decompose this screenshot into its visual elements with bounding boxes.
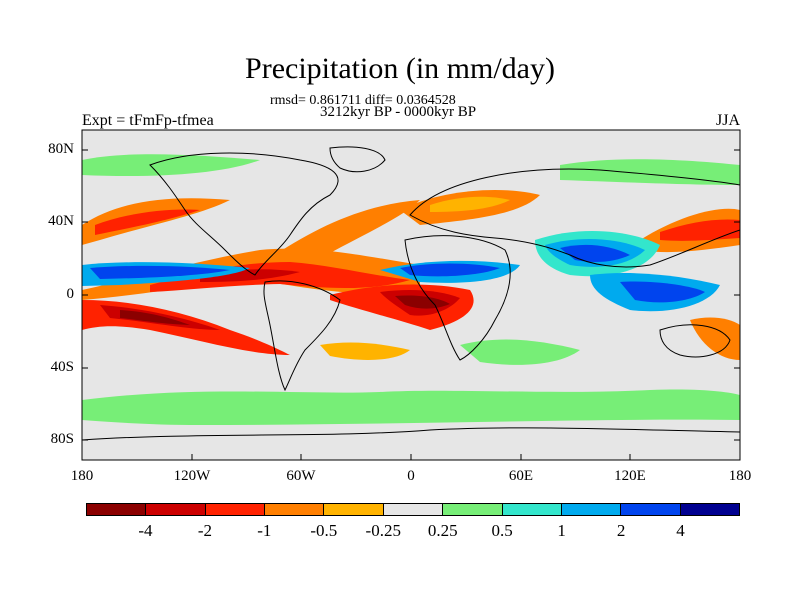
colorbar-swatch-2 <box>205 504 266 515</box>
map-title: Precipitation (in mm/day) <box>245 52 555 85</box>
colorbar-label-5: 0.25 <box>427 521 458 540</box>
colorbar-swatch-10 <box>680 504 739 515</box>
contour-fields <box>82 154 740 425</box>
lat-label-40n: 40N <box>48 213 74 229</box>
experiment-label: Expt = tFmFp-tfmea <box>82 112 214 129</box>
lon-label-0: 0 <box>407 468 415 484</box>
colorbar-label-0: -4 <box>138 521 153 540</box>
lon-label-120w: 120W <box>173 468 211 484</box>
coast-antarctica <box>82 427 740 441</box>
coastlines <box>82 146 740 441</box>
colorbar-label-4: -0.25 <box>365 521 401 540</box>
coast-africa <box>404 235 511 361</box>
contour-spcz-dry <box>690 317 740 360</box>
colorbar-label-6: 0.5 <box>491 521 513 540</box>
colorbar-label-9: 4 <box>676 521 685 540</box>
colorbar-label-8: 2 <box>616 521 626 540</box>
coast-eurasia <box>409 168 740 268</box>
colorbar <box>86 503 740 516</box>
coast-greenland <box>329 146 386 173</box>
colorbar-swatch-7 <box>502 504 562 515</box>
contour-sind-wet <box>460 339 580 365</box>
lat-label-80s: 80S <box>50 431 74 447</box>
contour-arctic-wet <box>82 154 260 177</box>
lat-label-40s: 40S <box>50 359 74 375</box>
colorbar-label-7: 1 <box>557 521 566 540</box>
contour-south-wet <box>82 389 740 425</box>
colorbar-swatch-8 <box>561 504 622 515</box>
period-subtitle: 3212kyr BP - 0000kyr BP <box>320 104 477 120</box>
lon-label-60e: 60E <box>508 468 534 484</box>
lon-label-180w: 180 <box>70 468 94 484</box>
lon-label-120e: 120E <box>614 468 646 484</box>
coast-australia <box>659 324 731 358</box>
colorbar-label-2: -1 <box>257 521 272 540</box>
season-label: JJA <box>715 112 740 129</box>
lat-label-80n: 80N <box>48 141 74 157</box>
colorbar-swatch-4 <box>324 504 384 515</box>
colorbar-label-1: -2 <box>197 521 212 540</box>
colorbar-swatch-9 <box>621 504 681 515</box>
coast-north-america <box>149 152 339 276</box>
colorbar-swatch-0 <box>87 504 147 515</box>
colorbar-swatch-5 <box>383 504 444 515</box>
lon-label-180e: 180 <box>728 468 752 484</box>
coast-south-america <box>263 280 341 392</box>
contour-satl-dry <box>320 342 410 360</box>
axis-ticks <box>81 149 741 460</box>
lon-label-60w: 60W <box>286 468 316 484</box>
colorbar-swatch-6 <box>443 504 503 515</box>
colorbar-label-3: -0.5 <box>310 521 338 540</box>
colorbar-swatch-3 <box>265 504 325 515</box>
lat-label-0: 0 <box>66 286 75 302</box>
colorbar-swatch-1 <box>146 504 206 515</box>
stats-subtitle: rmsd= 0.861711 diff= 0.0364528 <box>270 93 456 108</box>
